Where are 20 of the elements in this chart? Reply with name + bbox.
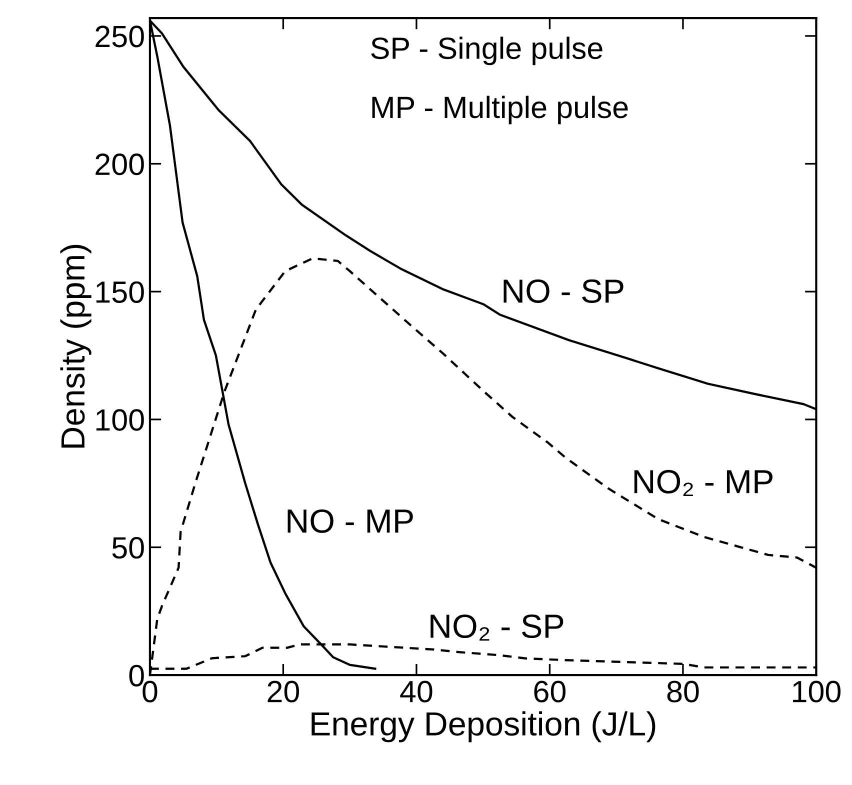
series-label: NO₂ - SP xyxy=(430,614,564,641)
x-tick-label: 20 xyxy=(268,680,300,702)
y-axis-title: Density (ppm) xyxy=(60,244,92,448)
x-axis-title: Energy Deposition (J/L) xyxy=(312,711,656,742)
y-tick-label: 200 xyxy=(96,154,144,176)
y-tick-label: 100 xyxy=(96,409,144,431)
series-label: NO - MP xyxy=(288,509,413,533)
series-label: NO₂ - MP xyxy=(634,470,772,496)
y-tick-label: 150 xyxy=(96,281,144,303)
x-tick-label: 0 xyxy=(142,680,158,702)
x-tick-label: 40 xyxy=(400,680,432,702)
series-label: NO - SP xyxy=(504,279,624,303)
y-tick-label: 0 xyxy=(129,664,144,686)
x-tick-label: 60 xyxy=(534,680,566,702)
y-tick-label: 250 xyxy=(96,26,144,48)
y-tick-label: 50 xyxy=(112,537,144,559)
annotation: MP - Multiple pulse xyxy=(372,96,628,124)
x-tick-label: 100 xyxy=(793,680,841,702)
x-tick-label: 80 xyxy=(667,680,699,702)
annotation: SP - Single pulse xyxy=(371,36,602,66)
